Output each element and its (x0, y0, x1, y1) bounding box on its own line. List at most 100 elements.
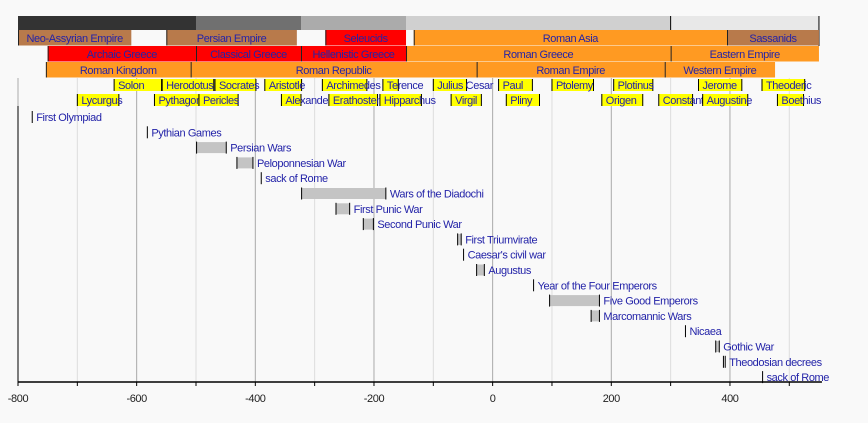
person-lifespan-bar (601, 94, 643, 106)
person-label: Ptolemy (556, 80, 594, 92)
person-lifespan-bar (214, 79, 256, 91)
period-label: Western Empire (683, 65, 756, 77)
person-lifespan-bar (77, 94, 119, 106)
period-label: Neo-Assyrian Empire (26, 33, 123, 45)
period-bar (476, 62, 665, 78)
person-label: Paul (503, 80, 523, 92)
x-tick-label: 400 (721, 393, 738, 405)
person-lifespan-bar (433, 79, 467, 91)
person-label: Herodotus (166, 80, 214, 92)
event-bar (549, 295, 600, 307)
person-lifespan-bar (379, 94, 422, 106)
period-bar (18, 30, 132, 46)
person-lifespan-bar (698, 79, 742, 91)
person-label: Jerome (703, 80, 738, 92)
period-bar (195, 46, 302, 62)
event-label: Marcomannic Wars (603, 311, 692, 323)
event-bar (457, 233, 462, 245)
person-lifespan-bar (761, 79, 805, 91)
event-bar (476, 264, 485, 276)
person-label: Pliny (510, 95, 533, 107)
event-label: Second Punic War (377, 219, 462, 231)
period-bar (664, 62, 776, 78)
period-label: Archaic Greece (87, 49, 157, 61)
x-tick-label: -400 (245, 393, 266, 405)
period-label: Eastern Empire (710, 49, 780, 61)
person-lifespan-bar (506, 94, 540, 106)
person-lifespan-bar (658, 94, 693, 106)
period-label: Roman Kingdom (80, 65, 157, 77)
period-bar (325, 30, 407, 46)
period-label: Roman Greece (503, 49, 573, 61)
person-lifespan-bar (154, 94, 199, 106)
person-label: Origen (606, 95, 637, 107)
period-bar (190, 62, 477, 78)
event-bar (715, 341, 720, 352)
person-lifespan-bar (328, 94, 378, 106)
person-lifespan-bar (382, 79, 399, 91)
event-label: Persian Wars (230, 143, 292, 155)
person-lifespan-bar (198, 94, 239, 106)
person-label: Archimedes (326, 80, 381, 92)
person-lifespan-bar (777, 94, 804, 106)
person-lifespan-bar (613, 79, 653, 91)
event-label: Wars of the Diadochi (390, 189, 484, 201)
person-lifespan-bar (264, 79, 302, 91)
event-label: First Punic War (354, 204, 424, 216)
period-bar (670, 46, 819, 62)
event-label: Caesar's civil war (468, 250, 547, 262)
person-label: Plotinus (618, 80, 655, 92)
person-lifespan-bar (114, 79, 162, 91)
period-label: Seleucids (344, 33, 389, 45)
x-tick-label: -800 (8, 393, 29, 405)
person-label: Alexander (285, 95, 332, 107)
person-lifespan-bar (451, 94, 482, 106)
period-bar (406, 46, 671, 62)
person-lifespan-bar (281, 94, 302, 106)
period-label: Classical Greece (210, 49, 287, 61)
person-label: Augustine (707, 95, 753, 107)
event-label: Theodosian decrees (729, 357, 822, 369)
event-label: First Olympiad (36, 112, 102, 124)
era-band-segment (670, 16, 819, 30)
event-label: Year of the Four Emperors (538, 280, 658, 292)
person-label: Boethius (781, 95, 822, 107)
person-lifespan-bar (551, 79, 594, 91)
person-label: Pythagoras (158, 95, 211, 107)
period-label: Sassanids (749, 33, 797, 45)
x-tick-label: -600 (126, 393, 147, 405)
event-label: First Triumvirate (465, 234, 537, 246)
period-bar (301, 46, 407, 62)
person-label: Julius Cesar (437, 80, 493, 92)
period-label: Roman Asia (543, 33, 600, 45)
era-band-segment (301, 16, 407, 30)
person-label: Socrates (219, 80, 260, 92)
person-lifespan-bar (702, 94, 748, 106)
period-bar (413, 30, 727, 46)
person-label: Hipparchus (384, 95, 437, 107)
era-band-segment (18, 16, 196, 30)
period-bar (166, 30, 297, 46)
era-band-segment (406, 16, 671, 30)
event-label: Pythian Games (151, 127, 222, 139)
period-label: Persian Empire (197, 33, 267, 45)
period-label: Hellenistic Greece (312, 49, 394, 61)
person-label: Erathostenes (333, 95, 394, 107)
period-label: Roman Empire (536, 65, 605, 77)
person-lifespan-bar (322, 79, 367, 91)
event-bar (336, 203, 350, 215)
event-bar (236, 157, 253, 169)
era-band-segment (195, 16, 302, 30)
period-bar (726, 30, 819, 46)
person-label: Lycurgus (81, 95, 123, 107)
event-label: sack of Rome (767, 372, 830, 384)
event-label: Nicaea (689, 326, 722, 338)
person-label: Terence (387, 80, 424, 92)
person-label: Virgil (455, 95, 477, 107)
event-label: Augustus (488, 265, 532, 277)
period-bar (45, 62, 191, 78)
event-label: Five Good Emperors (603, 296, 698, 308)
period-bar (47, 46, 196, 62)
event-bar (591, 310, 600, 322)
